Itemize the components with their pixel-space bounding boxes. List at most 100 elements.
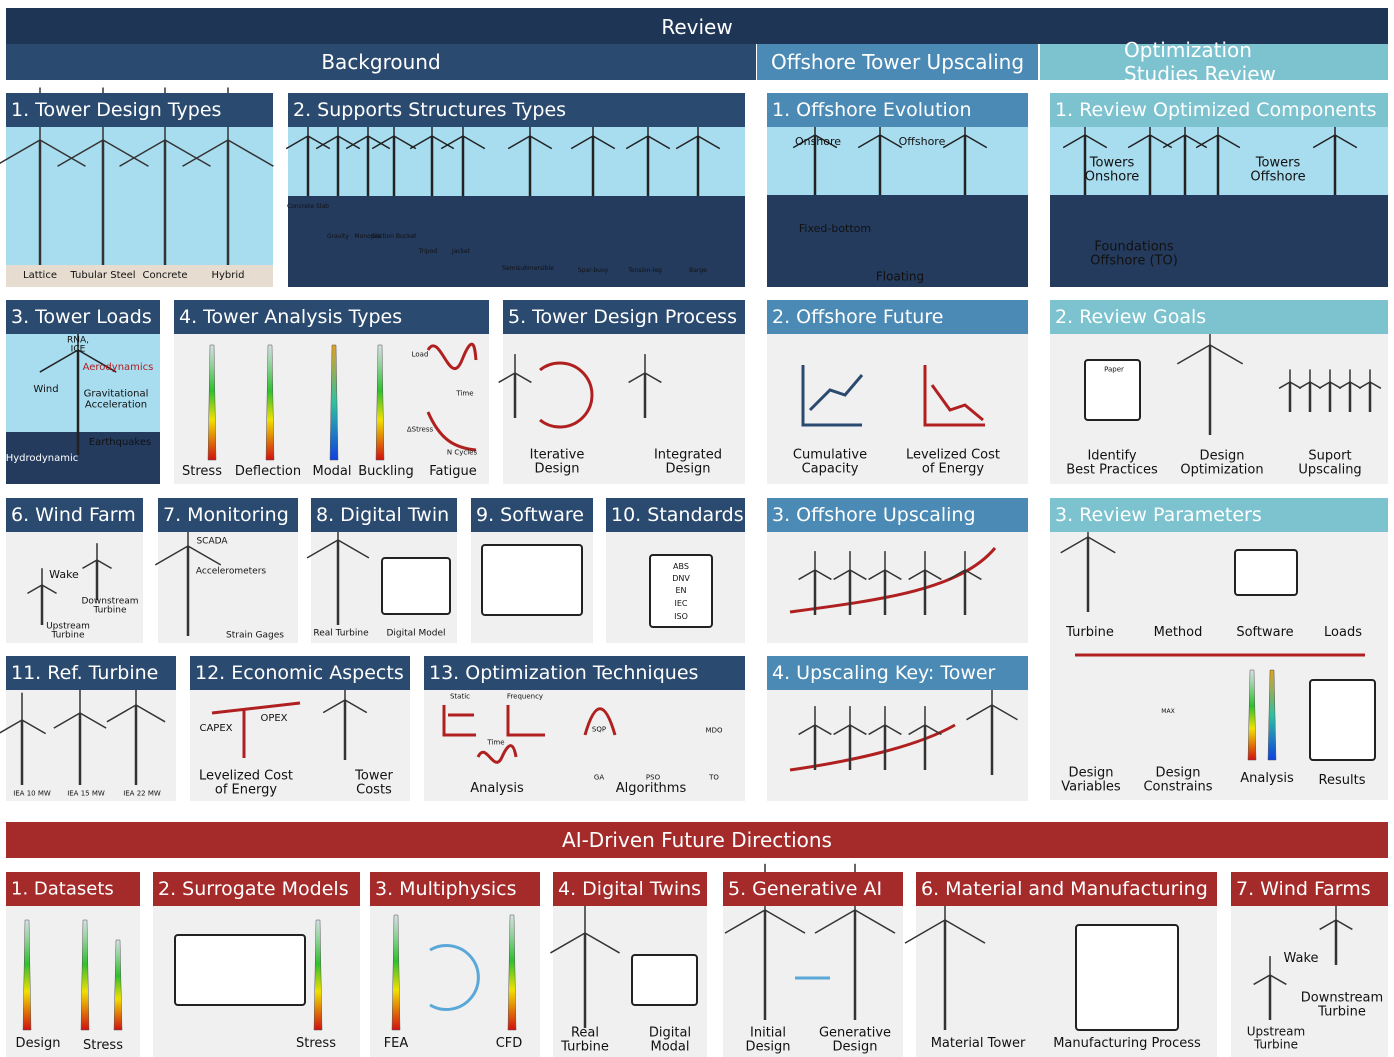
fea-tower [1267,669,1277,761]
panel-header [311,498,457,532]
panel-title: 5. Tower Design Process [508,306,737,328]
sea [767,195,1028,287]
blade [592,135,616,150]
panel-label: CAPEX [199,722,233,734]
blade [644,372,662,384]
panel-label: GA [593,773,605,782]
blade [285,135,309,150]
blade [884,569,902,581]
review-bar [6,8,1388,44]
blade [498,372,516,384]
blade [1087,536,1116,554]
panel-label: Wind [33,383,59,395]
blade [942,134,966,149]
screen [381,557,451,615]
panel-label: Offshore [898,135,946,149]
blade [345,135,369,150]
panel-label: Earthquakes [88,436,152,448]
sketch [426,411,477,452]
screen [631,954,698,1006]
panel-label: Buckling [358,464,414,480]
panel-title: 3. Review Parameters [1055,504,1262,526]
panel-body [6,690,176,801]
blade [27,584,43,595]
fea-tower [265,344,275,461]
panel-label: SCADA [196,536,228,547]
panel-label: Upstream Turbine [1246,1024,1306,1051]
sketch [211,701,301,758]
sketch [442,705,476,737]
sketch [801,365,864,427]
panel-label: Real Turbine [561,1025,609,1054]
panel-label: Floating [875,269,925,284]
panel-label: Iterative Design [529,447,585,476]
fea-tower [80,919,90,1031]
fea-tower [375,344,385,461]
screen [174,934,306,1006]
blade [814,724,832,736]
panel-header [503,300,745,334]
panel-label: Aerodynamics [82,361,154,373]
blade [507,135,531,150]
panel-header [767,300,1028,334]
sketch [583,707,617,736]
blade [96,559,112,570]
blade [367,135,391,150]
section-title: Offshore Tower Upscaling [770,50,1025,74]
blade [82,559,98,570]
panel-label: IEA 15 MW [67,789,105,798]
panel-label: Concrete Slab [287,202,329,210]
sky [6,127,273,265]
panel-header [1050,93,1388,127]
blade [1060,536,1089,554]
blade [1289,381,1302,389]
blade [948,569,966,581]
panel-label: Tower Costs [355,768,393,797]
blade [908,724,926,736]
panel-label: Strain Gages [226,630,284,641]
sketch [923,365,985,427]
panel-label: DNV [672,573,690,583]
blade [315,135,339,150]
blade [1278,381,1291,389]
panel-label: IEA 10 MW [13,789,51,798]
panel-label: Downstream Turbine [81,596,139,616]
blade [164,139,211,167]
panel-title: 2. Surrogate Models [158,878,349,900]
blade [344,699,368,714]
blade [1062,134,1086,149]
section-title: Optimization Studies Review [1124,38,1276,86]
panel-title: 1. Offshore Evolution [772,99,972,121]
panel-label: Integrated Design [653,447,723,476]
blade [798,724,816,736]
panel-title: 1. Datasets [11,878,114,900]
panel-label: Design [15,1036,61,1052]
blade [1312,134,1336,149]
panel-title: 7. Monitoring [163,504,289,526]
blade [1309,381,1322,389]
sketch [789,547,997,614]
blade [1209,344,1244,365]
panel-label: Algorithms [615,781,687,797]
sketch [539,361,594,429]
screen [1309,679,1376,761]
blade [39,349,79,373]
panel-header [288,93,745,127]
blade [1084,134,1108,149]
panel-label: IEC [674,598,688,608]
fea-tower [1247,669,1257,761]
panel-label: Design Variables [1061,765,1121,794]
sketch [426,342,478,370]
ground [6,265,273,287]
panel-label: Barge [689,266,707,274]
panel-header [1050,300,1388,334]
panel-title: 7. Wind Farms [1236,878,1371,900]
blade [322,699,346,714]
panel-label: PSO [645,773,661,782]
blade [182,139,229,167]
panel-header [553,872,707,906]
blade [393,135,417,150]
panel-label: Tripod [418,247,438,255]
blade [529,135,553,150]
